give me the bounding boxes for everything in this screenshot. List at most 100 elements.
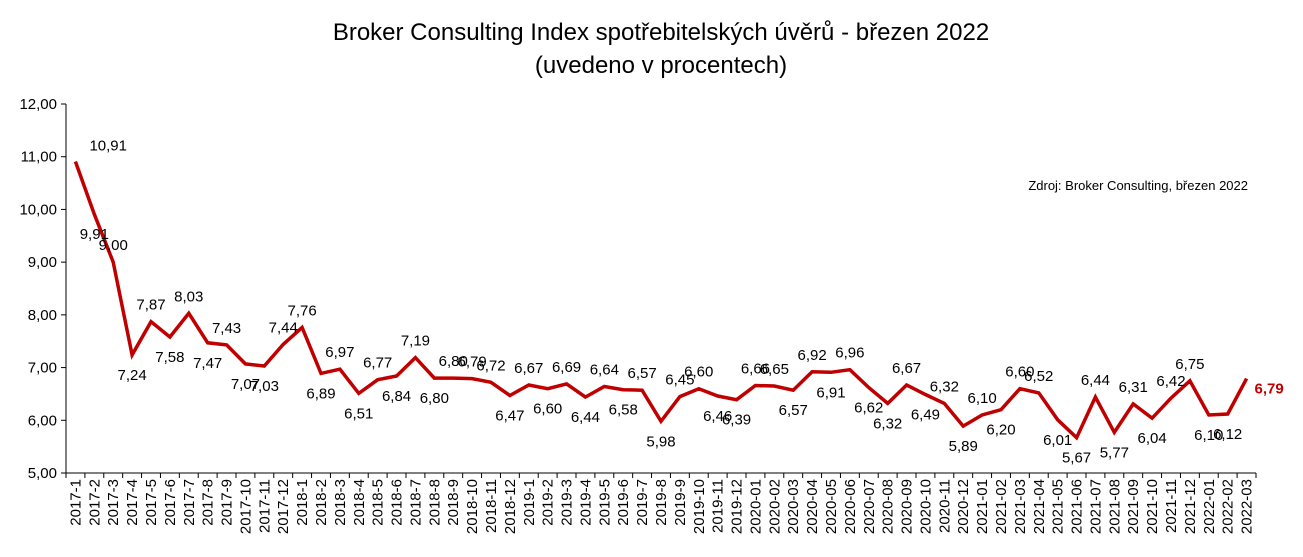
data-label: 7,87 — [136, 297, 165, 314]
data-label: 7,58 — [155, 349, 184, 366]
data-label: 6,84 — [382, 388, 411, 405]
x-tick-label: 2017-9 — [219, 479, 236, 526]
x-tick-label: 2019-5 — [596, 479, 613, 526]
data-label: 7,07 — [231, 376, 260, 393]
x-tick-label: 2019-12 — [729, 479, 746, 534]
data-label: 6,60 — [533, 401, 562, 418]
data-label: 6,45 — [665, 372, 694, 389]
data-label: 6,66 — [741, 360, 770, 377]
data-label: 6,20 — [986, 422, 1015, 439]
x-tick-label: 2019-1 — [521, 479, 538, 526]
x-tick-label: 2020-10 — [917, 479, 934, 534]
data-label: 5,67 — [1062, 450, 1091, 467]
data-label: 7,76 — [288, 303, 317, 320]
data-label: 6,75 — [1175, 356, 1204, 373]
data-label: 6,39 — [722, 412, 751, 429]
series-line-path — [73, 160, 1249, 441]
x-tick-label: 2018-4 — [351, 479, 368, 526]
x-tick-label: 2018-11 — [483, 479, 500, 533]
x-tick-label: 2019-7 — [634, 479, 651, 526]
x-tick-label: 2019-10 — [691, 479, 708, 534]
x-tick-label: 2019-6 — [615, 479, 632, 526]
y-tick-label: 11,00 — [21, 149, 57, 166]
series-line — [73, 160, 1249, 441]
data-label: 6,97 — [325, 344, 354, 361]
x-tick-label: 2017-6 — [162, 479, 179, 526]
data-label: 7,19 — [401, 333, 430, 350]
y-tick-label: 5,00 — [28, 465, 57, 482]
x-tick-label: 2021-10 — [1144, 479, 1161, 534]
x-tick-label: 2020-03 — [785, 479, 802, 534]
x-tick-label: 2020-05 — [823, 479, 840, 534]
x-tick-label: 2019-4 — [577, 479, 594, 526]
data-label: 6,12 — [1213, 426, 1242, 443]
x-tick-label: 2021-05 — [1050, 479, 1067, 534]
data-label: 7,24 — [118, 367, 147, 384]
data-label: 6,57 — [628, 365, 657, 382]
data-label: 9,91 — [80, 226, 109, 243]
data-label: 6,89 — [306, 385, 335, 402]
data-label: 6,62 — [854, 400, 883, 417]
data-label: 6,42 — [1156, 373, 1185, 390]
x-tick-label: 2018-6 — [389, 479, 406, 526]
x-tick-label: 2020-02 — [766, 479, 783, 534]
x-tick-label: 2017-7 — [181, 479, 198, 526]
x-tick-label: 2017-12 — [275, 479, 292, 534]
data-labels: 10,91 9,919,00 7,24 7,87 7,58 8,03 7,47 7,43 7,0… — [80, 137, 1284, 466]
x-tick-label: 2018-10 — [464, 479, 481, 534]
x-tick-label: 2018-2 — [313, 479, 330, 526]
data-label: 6,91 — [816, 384, 845, 401]
x-tick-label: 2021-02 — [993, 479, 1010, 534]
x-tick-label: 2021-01 — [974, 479, 991, 534]
y-tick-label: 9,00 — [28, 254, 57, 271]
y-tick-label: 6,00 — [28, 412, 57, 429]
data-label: 6,60 — [1005, 364, 1034, 381]
x-tick-label: 2018-7 — [407, 479, 424, 526]
data-label: 6,51 — [344, 405, 373, 422]
data-label: 6,65 — [760, 361, 789, 378]
x-tick-label: 2017-4 — [124, 479, 141, 526]
x-tick-label: 2021-07 — [1087, 479, 1104, 534]
data-label: 6,69 — [552, 359, 581, 376]
data-label: 8,03 — [174, 288, 203, 305]
x-tick-label: 2019-3 — [559, 479, 576, 526]
x-tick-label: 2021-11 — [1163, 479, 1180, 533]
data-label: 9,00 — [99, 237, 128, 254]
x-tick-label: 2017-3 — [105, 479, 122, 526]
x-tick-label: 2022-02 — [1220, 479, 1237, 534]
y-tick-label: 7,00 — [28, 360, 57, 377]
data-label: 6,57 — [779, 402, 808, 419]
x-tick-label: 2020-11 — [936, 479, 953, 533]
x-tick-label: 2020-01 — [747, 479, 764, 534]
data-label: 6,44 — [571, 409, 600, 426]
data-label: 7,43 — [212, 320, 241, 337]
data-label: 6,80 — [439, 353, 468, 370]
data-label: 6,79 — [1255, 381, 1284, 398]
x-tick-label: 2018-8 — [426, 479, 443, 526]
data-label: 6,67 — [892, 360, 921, 377]
data-label: 6,01 — [1043, 432, 1072, 449]
tick-labels: 5,00 6,00 7,00 8,00 9,00 10,00 11,00 12,00 2017-… — [19, 96, 1255, 534]
data-label: 6,10 — [1194, 427, 1223, 444]
x-tick-label: 2021-12 — [1182, 479, 1199, 534]
data-label: 6,32 — [873, 415, 902, 432]
data-label: 6,64 — [590, 362, 619, 379]
data-label: 6,79 — [458, 354, 487, 371]
chart-title: Broker Consulting Index spotřebitelských… — [333, 19, 989, 46]
x-tick-label: 2017-8 — [200, 479, 217, 526]
y-tick-label: 12,00 — [19, 96, 57, 113]
axes — [61, 103, 1257, 478]
data-label: 6,77 — [363, 355, 392, 372]
data-label: 6,32 — [930, 378, 959, 395]
data-label: 6,80 — [420, 390, 449, 407]
x-tick-label: 2020-07 — [861, 479, 878, 534]
x-tick-label: 2021-06 — [1069, 479, 1086, 534]
x-tick-label: 2021-09 — [1125, 479, 1142, 534]
x-tick-label: 2019-9 — [672, 479, 689, 526]
x-tick-label: 2018-5 — [370, 479, 387, 526]
data-label: 6,58 — [609, 402, 638, 419]
data-label: 6,72 — [476, 357, 505, 374]
data-label: 5,89 — [949, 438, 978, 455]
